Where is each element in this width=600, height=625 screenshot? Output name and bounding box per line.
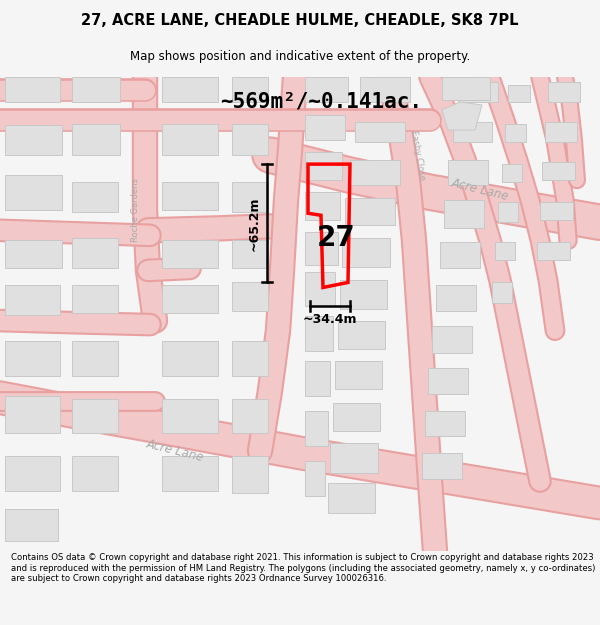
Polygon shape: [305, 461, 325, 496]
Polygon shape: [162, 456, 218, 491]
Text: Roche Gardens: Roche Gardens: [131, 178, 139, 242]
Polygon shape: [442, 77, 490, 100]
Text: Contains OS data © Crown copyright and database right 2021. This information is : Contains OS data © Crown copyright and d…: [11, 554, 595, 583]
Polygon shape: [72, 286, 118, 312]
Polygon shape: [330, 443, 378, 473]
Polygon shape: [305, 152, 342, 180]
Polygon shape: [232, 282, 268, 311]
Polygon shape: [436, 286, 476, 311]
Polygon shape: [425, 411, 465, 436]
Polygon shape: [537, 242, 570, 261]
Polygon shape: [305, 316, 333, 351]
Text: Acre Lane: Acre Lane: [450, 177, 510, 204]
Polygon shape: [505, 124, 526, 142]
Polygon shape: [232, 182, 268, 213]
Polygon shape: [328, 483, 375, 513]
Polygon shape: [342, 238, 390, 268]
Polygon shape: [444, 200, 484, 228]
Polygon shape: [355, 122, 405, 142]
Polygon shape: [345, 198, 395, 225]
Polygon shape: [338, 321, 385, 349]
Polygon shape: [458, 82, 498, 102]
Polygon shape: [162, 241, 218, 268]
Polygon shape: [508, 85, 530, 102]
Polygon shape: [542, 162, 575, 180]
Polygon shape: [305, 115, 345, 140]
Polygon shape: [442, 102, 482, 130]
Polygon shape: [502, 164, 522, 182]
Text: ~34.4m: ~34.4m: [303, 313, 357, 326]
Polygon shape: [232, 399, 268, 433]
Polygon shape: [5, 456, 60, 491]
Polygon shape: [340, 281, 387, 309]
Polygon shape: [162, 124, 218, 155]
Polygon shape: [333, 403, 380, 431]
Text: Map shows position and indicative extent of the property.: Map shows position and indicative extent…: [130, 49, 470, 62]
Polygon shape: [350, 160, 400, 185]
Polygon shape: [305, 192, 340, 220]
Polygon shape: [5, 509, 58, 541]
Polygon shape: [360, 77, 410, 102]
Polygon shape: [498, 202, 518, 222]
Polygon shape: [232, 124, 268, 155]
Polygon shape: [305, 77, 348, 102]
Polygon shape: [72, 456, 118, 491]
Polygon shape: [162, 286, 218, 312]
Polygon shape: [440, 242, 480, 268]
Polygon shape: [72, 182, 118, 213]
Text: Acre Lane: Acre Lane: [145, 438, 205, 464]
Polygon shape: [548, 82, 580, 102]
Text: ~569m²/~0.141ac.: ~569m²/~0.141ac.: [220, 92, 422, 112]
Polygon shape: [5, 286, 60, 314]
Polygon shape: [162, 399, 218, 433]
Polygon shape: [232, 77, 268, 102]
Polygon shape: [5, 175, 62, 210]
Polygon shape: [72, 341, 118, 376]
Polygon shape: [432, 326, 472, 352]
Polygon shape: [495, 242, 515, 261]
Polygon shape: [5, 125, 62, 155]
Polygon shape: [5, 341, 60, 376]
Polygon shape: [72, 238, 118, 268]
Text: ~65.2m: ~65.2m: [248, 196, 260, 251]
Polygon shape: [453, 122, 492, 142]
Polygon shape: [5, 396, 60, 433]
Polygon shape: [305, 232, 338, 266]
Polygon shape: [428, 368, 468, 394]
Polygon shape: [162, 341, 218, 376]
Polygon shape: [232, 456, 268, 493]
Polygon shape: [232, 341, 268, 376]
Text: 27, ACRE LANE, CHEADLE HULME, CHEADLE, SK8 7PL: 27, ACRE LANE, CHEADLE HULME, CHEADLE, S…: [81, 13, 519, 28]
Polygon shape: [305, 411, 328, 446]
Polygon shape: [72, 77, 120, 102]
Polygon shape: [540, 202, 573, 220]
Text: 27: 27: [317, 224, 355, 253]
Polygon shape: [5, 241, 62, 268]
Polygon shape: [305, 272, 335, 306]
Polygon shape: [72, 399, 118, 433]
Polygon shape: [232, 241, 268, 268]
Polygon shape: [162, 77, 218, 102]
Text: Easby Close: Easby Close: [409, 129, 427, 181]
Polygon shape: [162, 182, 218, 210]
Polygon shape: [492, 282, 512, 302]
Polygon shape: [335, 361, 382, 389]
Polygon shape: [448, 160, 488, 185]
Polygon shape: [5, 77, 60, 102]
Polygon shape: [422, 453, 462, 479]
Polygon shape: [305, 361, 330, 396]
Polygon shape: [72, 124, 120, 155]
Polygon shape: [545, 122, 577, 142]
